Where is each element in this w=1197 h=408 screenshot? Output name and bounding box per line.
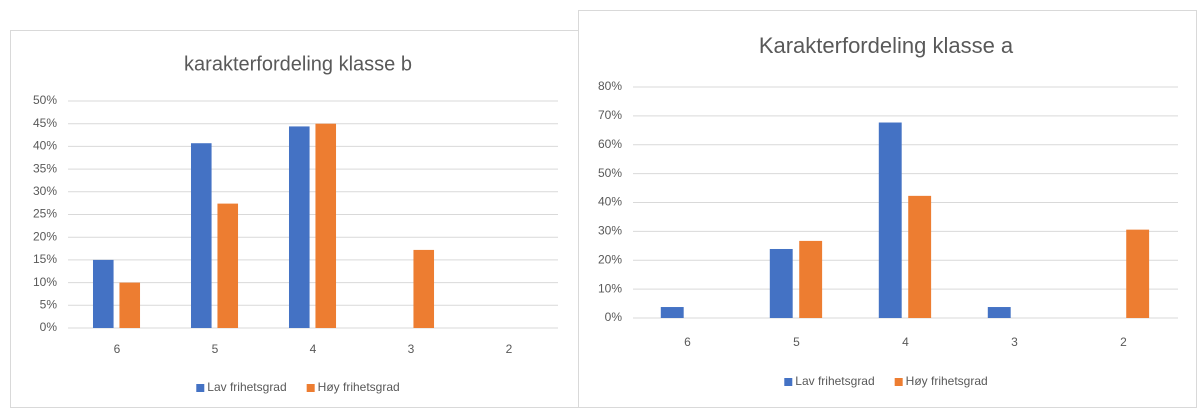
bar	[119, 282, 141, 328]
y-tick-label: 30%	[33, 184, 57, 198]
legend-label: Høy frihetsgrad	[318, 380, 400, 394]
legend-label: Lav frihetsgrad	[795, 374, 874, 388]
y-tick-label: 15%	[33, 252, 57, 266]
legend-swatch	[306, 384, 315, 392]
y-tick-label: 20%	[33, 229, 57, 243]
legend-label: Lav frihetsgrad	[207, 380, 286, 394]
bar	[413, 249, 435, 328]
bar	[908, 195, 932, 318]
x-tick-label: 5	[793, 335, 800, 349]
x-tick-label: 6	[114, 342, 121, 356]
y-tick-label: 10%	[598, 281, 622, 295]
y-tick-label: 5%	[40, 297, 58, 311]
x-tick-label: 6	[684, 335, 691, 349]
y-tick-label: 80%	[598, 79, 622, 93]
y-tick-label: 70%	[598, 108, 622, 122]
bar	[799, 240, 823, 318]
x-tick-label: 4	[310, 342, 317, 356]
x-tick-label: 4	[902, 335, 909, 349]
bar	[769, 248, 793, 318]
legend-swatch	[784, 378, 793, 386]
legend-label: Høy frihetsgrad	[906, 374, 988, 388]
x-tick-label: 5	[212, 342, 219, 356]
bar	[92, 259, 114, 328]
bar	[660, 307, 684, 318]
bar	[288, 126, 310, 328]
y-tick-label: 40%	[598, 195, 622, 209]
chart-title: Karakterfordeling klasse a	[759, 33, 1014, 58]
y-tick-label: 45%	[33, 116, 57, 130]
y-tick-label: 25%	[33, 207, 57, 221]
x-tick-label: 2	[1120, 335, 1127, 349]
x-tick-label: 3	[1011, 335, 1018, 349]
bar	[190, 143, 212, 328]
y-tick-label: 35%	[33, 161, 57, 175]
bar	[1126, 229, 1150, 318]
y-tick-label: 50%	[33, 93, 57, 107]
y-tick-label: 40%	[33, 139, 57, 153]
bar	[987, 307, 1011, 318]
x-tick-label: 3	[408, 342, 415, 356]
legend-swatch	[894, 378, 903, 386]
y-tick-label: 20%	[598, 252, 622, 266]
chart-title: karakterfordeling klasse b	[184, 53, 412, 75]
bar	[217, 203, 239, 328]
y-tick-label: 50%	[598, 166, 622, 180]
x-tick-label: 2	[506, 342, 513, 356]
legend-swatch	[196, 384, 205, 392]
bar	[878, 122, 902, 318]
y-tick-label: 10%	[33, 275, 57, 289]
y-tick-label: 0%	[40, 320, 58, 334]
bar	[315, 123, 337, 328]
y-tick-label: 30%	[598, 224, 622, 238]
y-tick-label: 0%	[605, 310, 623, 324]
y-tick-label: 60%	[598, 137, 622, 151]
